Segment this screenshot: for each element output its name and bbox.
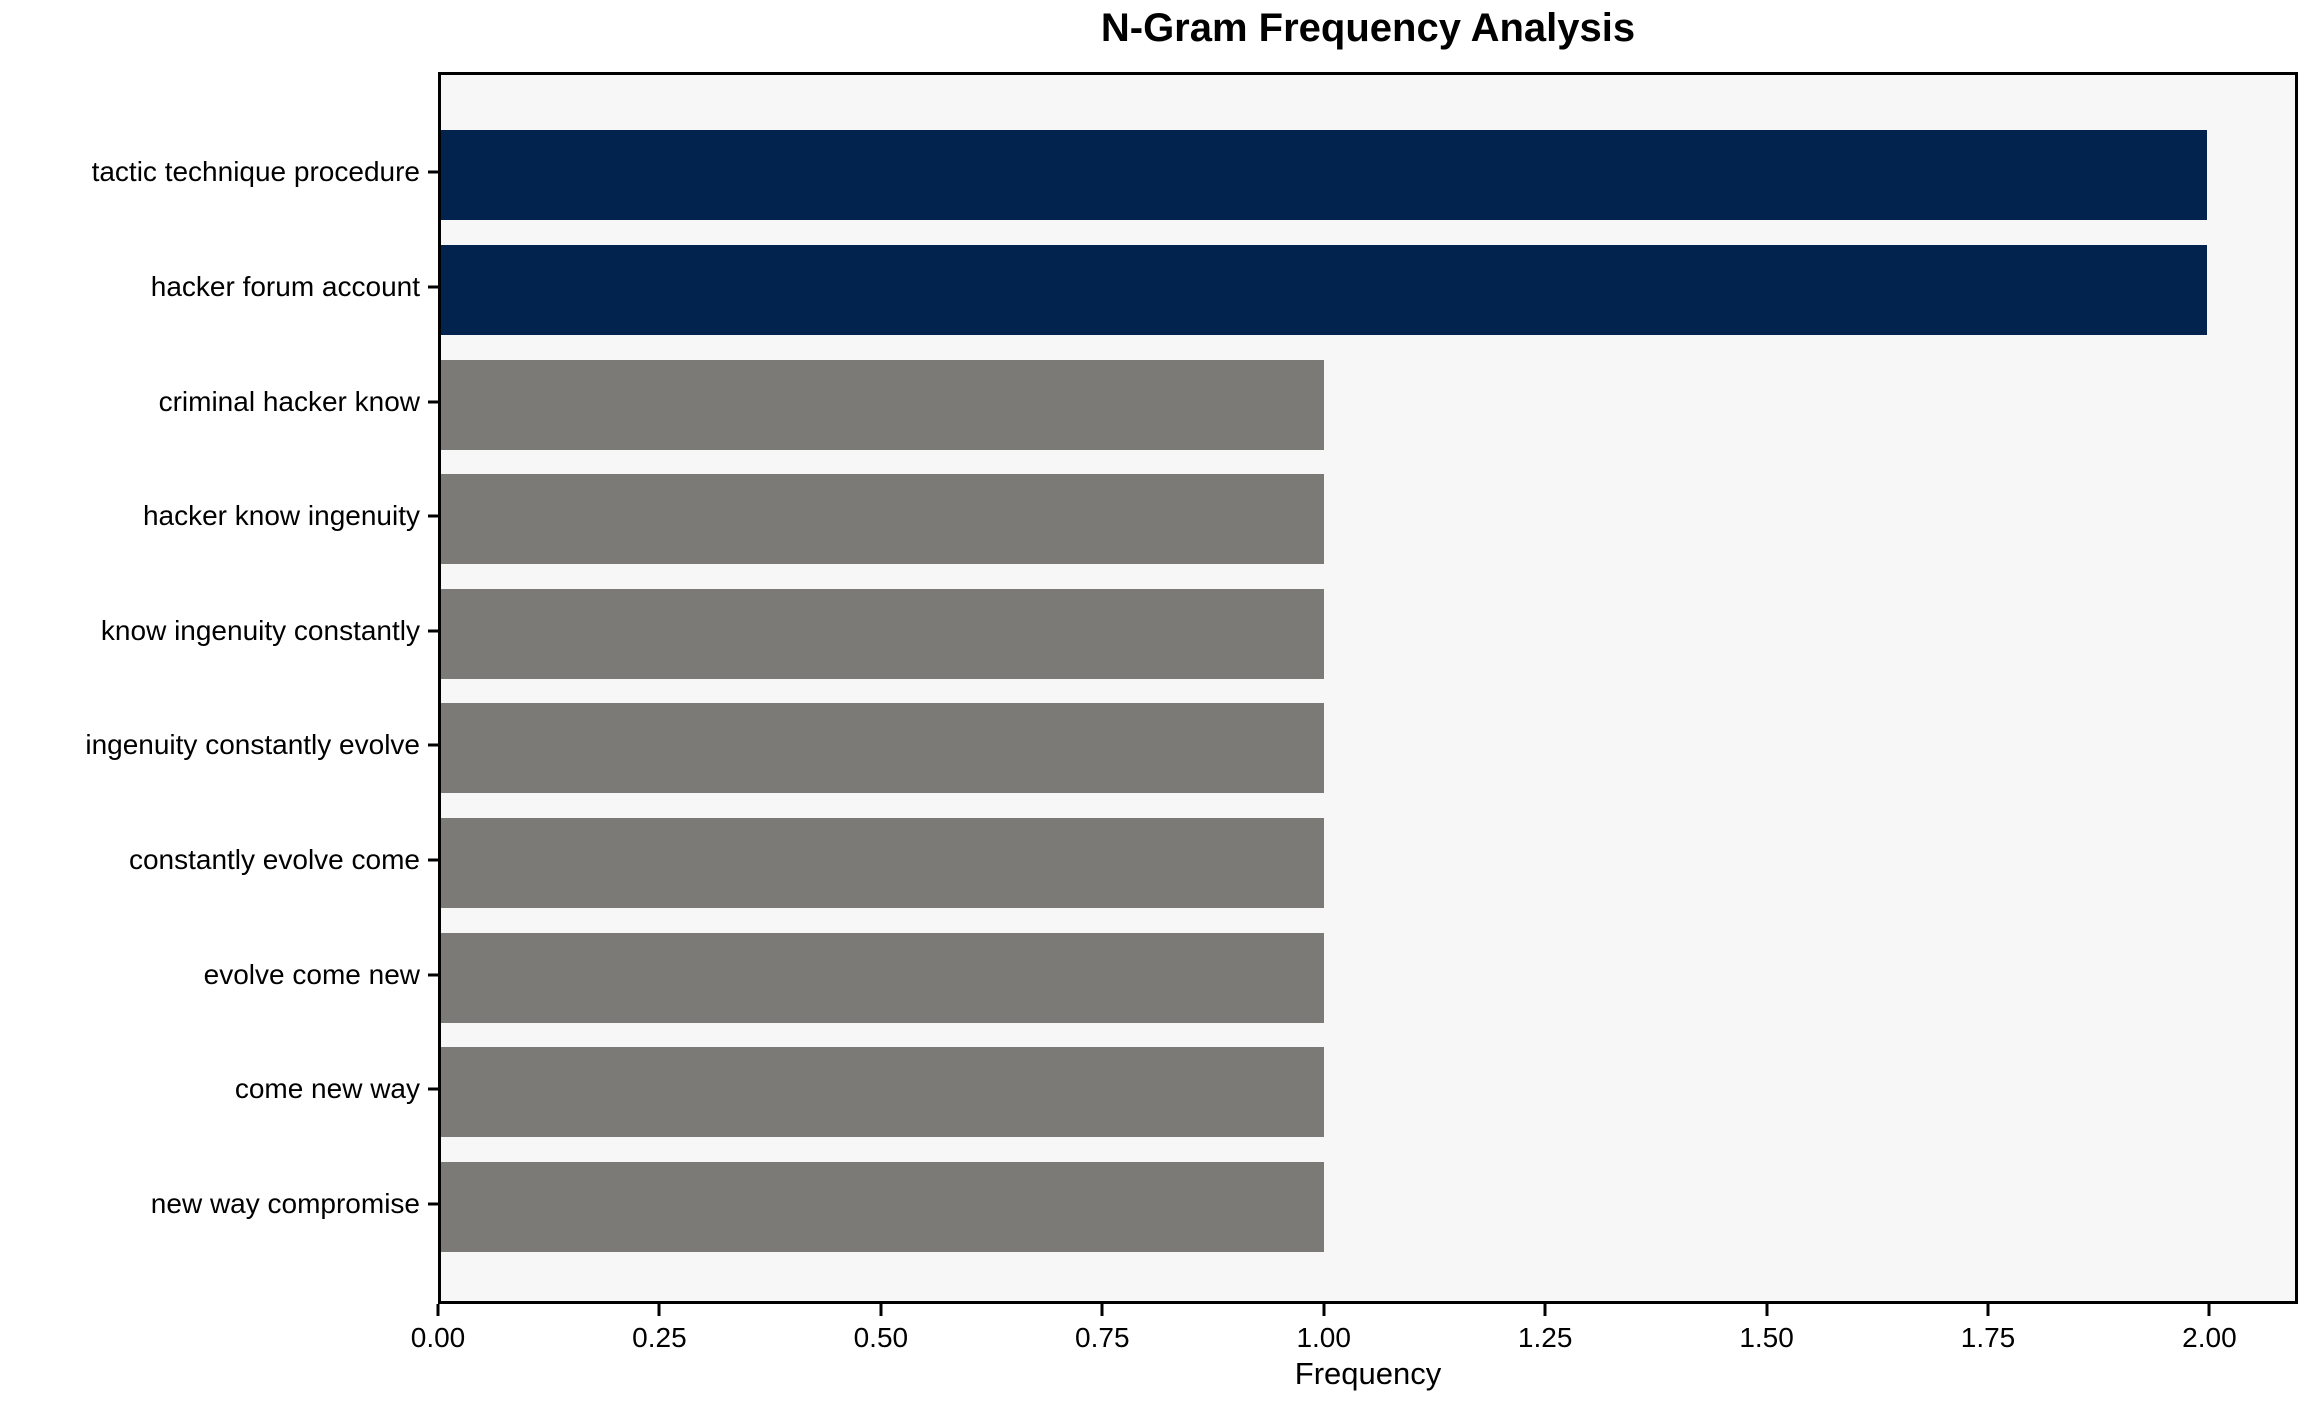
x-tick-mark bbox=[657, 1304, 661, 1316]
x-tick-label: 2.00 bbox=[2182, 1322, 2237, 1353]
x-tick-mark bbox=[436, 1304, 440, 1316]
y-tick-label: tactic technique procedure bbox=[91, 156, 420, 188]
bar bbox=[441, 1161, 1324, 1252]
y-tick-label: evolve come new bbox=[203, 958, 420, 990]
x-tick-label: 1.00 bbox=[1296, 1322, 1351, 1353]
x-tick-mark bbox=[1765, 1304, 1769, 1316]
y-tick-label: hacker forum account bbox=[150, 270, 420, 302]
x-tick-label: 0.25 bbox=[632, 1322, 687, 1353]
x-tick-label: 0.00 bbox=[410, 1322, 466, 1353]
y-tick-mark bbox=[428, 1202, 438, 1206]
y-tick-label: know ingenuity constantly bbox=[100, 614, 420, 646]
bar bbox=[441, 474, 1324, 565]
x-tick-mark bbox=[1100, 1304, 1104, 1316]
y-tick-mark bbox=[428, 514, 438, 518]
y-tick-mark bbox=[428, 743, 438, 747]
x-tick-label: 1.25 bbox=[1517, 1322, 1573, 1353]
bar bbox=[441, 130, 2207, 221]
x-tick-mark bbox=[2207, 1304, 2211, 1316]
y-tick-label: come new way bbox=[234, 1073, 420, 1105]
x-tick-mark bbox=[879, 1304, 883, 1316]
y-tick-label: constantly evolve come bbox=[128, 843, 420, 875]
y-tick-label: ingenuity constantly evolve bbox=[85, 729, 420, 761]
bar bbox=[441, 359, 1324, 450]
x-tick-mark bbox=[1986, 1304, 1990, 1316]
bar bbox=[441, 817, 1324, 908]
y-tick-mark bbox=[428, 629, 438, 633]
x-tick-mark bbox=[1322, 1304, 1326, 1316]
y-tick-label: new way compromise bbox=[150, 1187, 420, 1219]
x-axis-title: Frequency bbox=[1294, 1356, 1442, 1391]
bar bbox=[441, 932, 1324, 1023]
y-tick-label: hacker know ingenuity bbox=[142, 500, 420, 532]
x-tick-label: 1.50 bbox=[1739, 1322, 1794, 1353]
chart-title: N-Gram Frequency Analysis bbox=[1100, 6, 1636, 50]
x-tick-label: 1.75 bbox=[1960, 1322, 2016, 1353]
bar bbox=[441, 1047, 1324, 1138]
bar bbox=[441, 244, 2207, 335]
y-tick-mark bbox=[428, 285, 438, 289]
x-tick-mark bbox=[1543, 1304, 1547, 1316]
plot-area bbox=[438, 72, 2298, 1304]
x-tick-label: 0.75 bbox=[1075, 1322, 1130, 1353]
y-tick-mark bbox=[428, 858, 438, 862]
y-tick-mark bbox=[428, 1087, 438, 1091]
y-tick-label: criminal hacker know bbox=[158, 385, 420, 417]
y-tick-mark bbox=[428, 400, 438, 403]
y-tick-mark bbox=[428, 973, 438, 976]
bar bbox=[441, 588, 1324, 679]
y-tick-mark bbox=[428, 170, 438, 174]
bar bbox=[441, 703, 1324, 794]
x-tick-label: 0.50 bbox=[853, 1322, 909, 1353]
